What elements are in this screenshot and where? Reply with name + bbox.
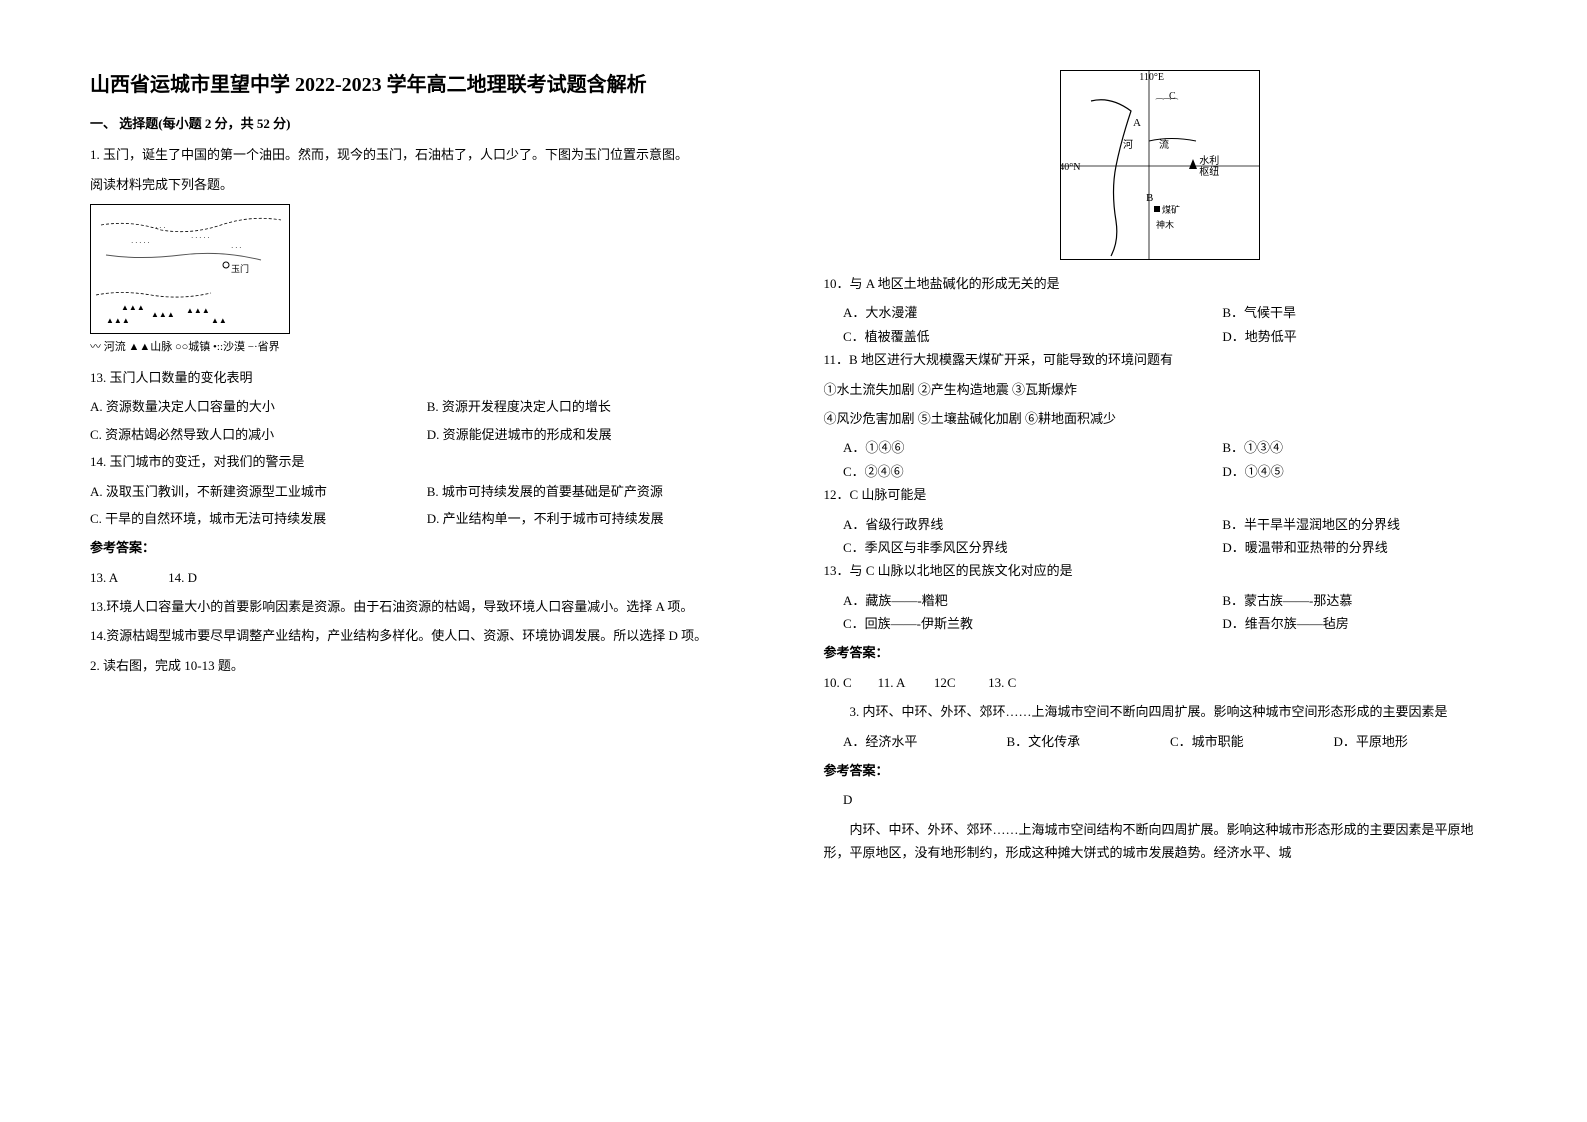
q2-12b: B．半干旱半湿润地区的分界线 (1222, 513, 1497, 536)
q1-answer-heading: 参考答案： (90, 536, 764, 559)
q2-11b: B．①③④ (1222, 436, 1497, 459)
q1-14-row2: C. 干旱的自然环境，城市无法可持续发展 D. 产业结构单一，不利于城市可持续发… (90, 507, 764, 530)
right-column: ⁀⁀⁀ C A 河 流 B 煤矿 神木 110°E 40°N 水利枢纽 10．与… (824, 70, 1498, 1052)
q1-13c: C. 资源枯竭必然导致人口的减小 (90, 423, 427, 446)
q1-ans14: 14. D (168, 566, 197, 589)
q2-sub12: 12．C 山脉可能是 (824, 483, 1498, 506)
q1-14a: A. 汲取玉门教训，不新建资源型工业城市 (90, 480, 427, 503)
q2-13b: B．蒙古族——-那达慕 (1222, 589, 1497, 612)
q2-12-row2: C．季风区与非季风区分界线 D．暖温带和亚热带的分界线 (824, 536, 1498, 559)
q1-14b: B. 城市可持续发展的首要基础是矿产资源 (427, 480, 764, 503)
section-heading: 一、 选择题(每小题 2 分，共 52 分) (90, 112, 764, 135)
q2-intro: 2. 读右图，完成 10-13 题。 (90, 654, 764, 677)
q3-opts: A．经济水平 B．文化传承 C．城市职能 D．平原地形 (824, 730, 1498, 753)
q3-answer-heading: 参考答案： (824, 759, 1498, 782)
q2-13d: D．维吾尔族——毡房 (1222, 612, 1497, 635)
map-lat: 40°N (1060, 159, 1080, 177)
left-column: 山西省运城市里望中学 2022-2023 学年高二地理联考试题含解析 一、 选择… (90, 70, 764, 1052)
svg-text:煤矿: 煤矿 (1162, 204, 1180, 215)
svg-text:A: A (1133, 117, 1141, 129)
q2-answer-heading: 参考答案： (824, 641, 1498, 664)
svg-text:▲▲▲: ▲▲▲ (186, 306, 210, 315)
q2-11d: D．①④⑤ (1222, 460, 1497, 483)
map-dam: 水利枢纽 (1199, 156, 1219, 178)
q1-explain14: 14.资源枯竭型城市要尽早调整产业结构，产业结构多样化。使人口、资源、环境协调发… (90, 624, 764, 647)
q1-14c: C. 干旱的自然环境，城市无法可持续发展 (90, 507, 427, 530)
svg-text:流: 流 (1159, 138, 1169, 151)
q1-intro1: 1. 玉门，诞生了中国的第一个油田。然而，现今的玉门，石油枯了，人口少了。下图为… (90, 143, 764, 166)
q2-12c: C．季风区与非季风区分界线 (843, 536, 1222, 559)
q2-12d: D．暖温带和亚热带的分界线 (1222, 536, 1497, 559)
svg-text:▲▲▲: ▲▲▲ (106, 316, 130, 325)
q2-13-row1: A．藏族——-糌粑 B．蒙古族——-那达慕 (824, 589, 1498, 612)
svg-text:· · · ·: · · · · (151, 224, 166, 232)
q2-13c: C．回族——-伊斯兰教 (843, 612, 1222, 635)
q2-sub10: 10．与 A 地区土地盐碱化的形成无关的是 (824, 272, 1498, 295)
svg-text:▲▲▲: ▲▲▲ (121, 303, 145, 312)
q3-explain: 内环、中环、外环、郊环……上海城市空间结构不断向四周扩展。影响这种城市形态形成的… (824, 818, 1498, 865)
q3-a: A．经济水平 (843, 730, 1007, 753)
q1-14d: D. 产业结构单一，不利于城市可持续发展 (427, 507, 764, 530)
svg-text:· · · · ·: · · · · · (131, 239, 150, 247)
q1-intro2: 阅读材料完成下列各题。 (90, 173, 764, 196)
q3-answer: D (824, 788, 1498, 811)
q2-map-svg: ⁀⁀⁀ C A 河 流 B 煤矿 神木 (1061, 71, 1260, 260)
q1-13d: D. 资源能促进城市的形成和发展 (427, 423, 764, 446)
svg-text:神木: 神木 (1156, 219, 1174, 230)
svg-text:玉门: 玉门 (231, 263, 249, 274)
svg-text:B: B (1146, 192, 1153, 204)
map-svg: ▲▲▲ ▲▲▲ ▲▲▲ ▲▲▲ ▲▲ · · · · · · · · · · ·… (91, 205, 290, 334)
q1-13b: B. 资源开发程度决定人口的增长 (427, 395, 764, 418)
q2-10a: A．大水漫灌 (843, 301, 1222, 324)
map-lon: 110°E (1139, 70, 1164, 87)
q2-sub13: 13．与 C 山脉以北地区的民族文化对应的是 (824, 559, 1498, 582)
q1-13a: A. 资源数量决定人口容量的大小 (90, 395, 427, 418)
q1-13-row1: A. 资源数量决定人口容量的大小 B. 资源开发程度决定人口的增长 (90, 395, 764, 418)
q1-legend: 〰 河流 ▲▲山脉 ○○城镇 •::沙漠 −·省界 (90, 338, 764, 358)
q2-10b: B．气候干旱 (1222, 301, 1497, 324)
q3-b: B．文化传承 (1007, 730, 1171, 753)
document-title: 山西省运城市里望中学 2022-2023 学年高二地理联考试题含解析 (90, 70, 764, 100)
q2-10-row1: A．大水漫灌 B．气候干旱 (824, 301, 1498, 324)
q2-13-row2: C．回族——-伊斯兰教 D．维吾尔族——毡房 (824, 612, 1498, 635)
q2-11-items2: ④风沙危害加剧 ⑤土壤盐碱化加剧 ⑥耕地面积减少 (824, 407, 1498, 430)
q2-11-row2: C．②④⑥ D．①④⑤ (824, 460, 1498, 483)
q1-map-figure: ▲▲▲ ▲▲▲ ▲▲▲ ▲▲▲ ▲▲ · · · · · · · · · · ·… (90, 204, 290, 334)
q1-ans13: 13. A (90, 566, 118, 589)
q2-11c: C．②④⑥ (843, 460, 1222, 483)
q1-sub14: 14. 玉门城市的变迁，对我们的警示是 (90, 450, 764, 473)
svg-text:▲▲▲: ▲▲▲ (151, 310, 175, 319)
svg-text:▲▲: ▲▲ (211, 316, 227, 325)
q3-c: C．城市职能 (1170, 730, 1334, 753)
q1-sub13: 13. 玉门人口数量的变化表明 (90, 366, 764, 389)
q2-sub11: 11．B 地区进行大规模露天煤矿开采，可能导致的环境问题有 (824, 348, 1498, 371)
q1-answers: 13. A 14. D (90, 566, 764, 589)
q2-10d: D．地势低平 (1222, 325, 1497, 348)
q2-map-figure: ⁀⁀⁀ C A 河 流 B 煤矿 神木 110°E 40°N 水利枢纽 (1060, 70, 1260, 260)
svg-text:河: 河 (1123, 139, 1133, 151)
q1-explain13: 13.环境人口容量大小的首要影响因素是资源。由于石油资源的枯竭，导致环境人口容量… (90, 595, 764, 618)
q1-13-row2: C. 资源枯竭必然导致人口的减小 D. 资源能促进城市的形成和发展 (90, 423, 764, 446)
svg-text:C: C (1169, 91, 1176, 102)
q2-10-row2: C．植被覆盖低 D．地势低平 (824, 325, 1498, 348)
q2-answers: 10. C 11. A 12C 13. C (824, 671, 1498, 694)
q2-12a: A．省级行政界线 (843, 513, 1222, 536)
q2-11-row1: A．①④⑥ B．①③④ (824, 436, 1498, 459)
svg-text:· · · · ·: · · · · · (191, 234, 210, 242)
q2-13a: A．藏族——-糌粑 (843, 589, 1222, 612)
q2-11-items: ①水土流失加剧 ②产生构造地震 ③瓦斯爆炸 (824, 378, 1498, 401)
q2-12-row1: A．省级行政界线 B．半干旱半湿润地区的分界线 (824, 513, 1498, 536)
q2-10c: C．植被覆盖低 (843, 325, 1222, 348)
q3-intro: 3. 内环、中环、外环、郊环……上海城市空间不断向四周扩展。影响这种城市空间形态… (824, 700, 1498, 723)
q2-11a: A．①④⑥ (843, 436, 1222, 459)
q3-d: D．平原地形 (1334, 730, 1498, 753)
q1-14-row1: A. 汲取玉门教训，不新建资源型工业城市 B. 城市可持续发展的首要基础是矿产资… (90, 480, 764, 503)
svg-text:· · ·: · · · (231, 244, 242, 252)
